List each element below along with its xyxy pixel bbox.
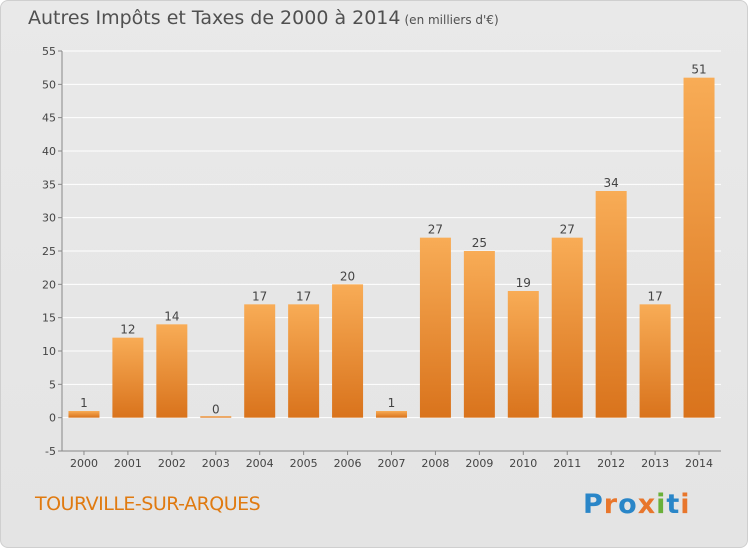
logo-letter: o xyxy=(618,489,638,520)
data-label: 1 xyxy=(80,396,88,410)
y-tick-label: 25 xyxy=(42,245,56,258)
bar xyxy=(156,324,188,418)
x-tick-label: 2014 xyxy=(685,457,713,470)
y-tick-label: 10 xyxy=(42,345,56,358)
bar xyxy=(244,304,276,418)
logo-letter: P xyxy=(583,489,604,520)
x-tick-label: 2013 xyxy=(641,457,669,470)
logo-letter: x xyxy=(637,489,657,520)
logo-letter: r xyxy=(603,489,619,520)
data-label: 1 xyxy=(388,396,396,410)
x-tick-label: 2002 xyxy=(158,457,186,470)
bar xyxy=(463,251,495,418)
data-label: 14 xyxy=(164,309,179,323)
x-tick-label: 2012 xyxy=(597,457,625,470)
y-tick-label: 20 xyxy=(42,278,56,291)
chart-unit: (en milliers d'€) xyxy=(404,13,499,27)
data-label: 20 xyxy=(340,269,355,283)
bar xyxy=(595,191,627,418)
y-tick-label: 0 xyxy=(49,412,56,425)
bar xyxy=(551,237,583,418)
x-tick-label: 2010 xyxy=(509,457,537,470)
data-label: 27 xyxy=(560,223,575,237)
data-label: 25 xyxy=(472,236,487,250)
bar xyxy=(112,337,144,418)
y-tick-label: 15 xyxy=(42,312,56,325)
data-label: 34 xyxy=(604,176,619,190)
logo-letter: i xyxy=(656,489,667,520)
x-tick-label: 2011 xyxy=(553,457,581,470)
data-label: 12 xyxy=(120,323,135,337)
data-label: 27 xyxy=(428,223,443,237)
data-label: 51 xyxy=(691,63,706,77)
y-tick-label: 30 xyxy=(42,212,56,225)
bar xyxy=(419,237,451,418)
data-label: 0 xyxy=(212,403,220,417)
bar xyxy=(376,411,407,418)
bar xyxy=(639,304,671,418)
y-tick-label: 40 xyxy=(42,145,56,158)
x-tick-label: 2000 xyxy=(70,457,98,470)
bar xyxy=(200,416,232,418)
x-tick-label: 2003 xyxy=(202,457,230,470)
bar xyxy=(507,291,539,418)
x-tick-label: 2004 xyxy=(246,457,274,470)
proxiti-logo: Proxiti xyxy=(583,489,691,520)
x-tick-label: 2007 xyxy=(378,457,406,470)
logo-letter: i xyxy=(680,489,691,520)
data-label: 17 xyxy=(252,289,267,303)
bar xyxy=(288,304,320,418)
data-label: 17 xyxy=(647,289,662,303)
chart-title-text: Autres Impôts et Taxes de 2000 à 2014 xyxy=(28,7,401,29)
commune-name: TOURVILLE-SUR-ARQUES xyxy=(35,493,261,515)
x-tick-label: 2009 xyxy=(465,457,493,470)
bar xyxy=(68,411,100,418)
data-label: 17 xyxy=(296,289,311,303)
x-tick-label: 2001 xyxy=(114,457,142,470)
chart-title: Autres Impôts et Taxes de 2000 à 2014 (en… xyxy=(28,7,499,29)
x-tick-label: 2008 xyxy=(421,457,449,470)
x-tick-label: 2005 xyxy=(290,457,318,470)
x-tick-label: 2006 xyxy=(334,457,362,470)
y-tick-label: 45 xyxy=(42,112,56,125)
y-tick-label: 55 xyxy=(42,45,56,58)
y-tick-label: 5 xyxy=(49,378,56,391)
data-label: 19 xyxy=(516,276,531,290)
bar xyxy=(332,284,364,418)
logo-letter: t xyxy=(666,489,681,520)
y-tick-label: -5 xyxy=(45,445,56,458)
bar xyxy=(683,77,715,418)
y-tick-label: 35 xyxy=(42,178,56,191)
y-tick-label: 50 xyxy=(42,78,56,91)
